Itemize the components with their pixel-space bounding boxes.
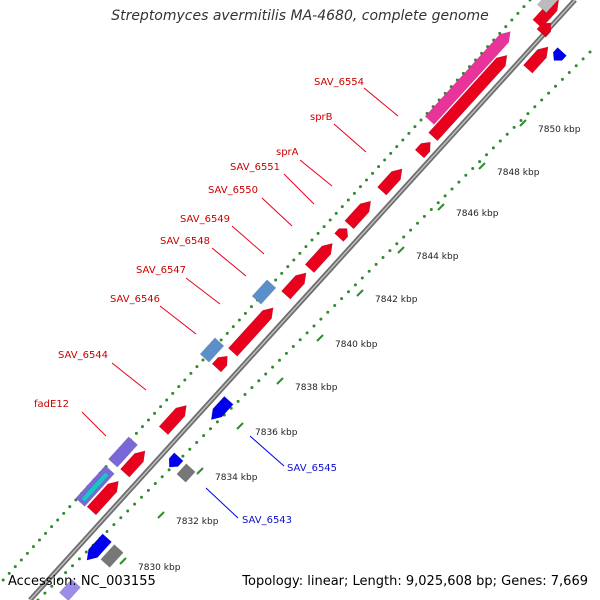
gene-label-text: SAV_6545 (287, 463, 337, 474)
gene-reverse-02[interactable] (207, 395, 234, 423)
tick-4: 7838 kbp (276, 377, 338, 393)
gene-forward-09[interactable] (281, 269, 310, 300)
gene-label-text: SAV_6551 (230, 162, 280, 173)
tick-8: 7846 kbp (437, 203, 499, 219)
gene-label-SAV_6548[interactable]: SAV_6548 (160, 236, 247, 277)
gene-label-text: sprA (276, 147, 299, 158)
gene-label-SAV_6546[interactable]: SAV_6546 (110, 294, 197, 335)
gene-forward-10[interactable] (227, 304, 277, 357)
gene-purple-01[interactable] (108, 436, 138, 468)
tick-0: 7830 kbp (119, 557, 181, 573)
gene-forward-11[interactable] (211, 352, 232, 373)
gene-label-SAV_6550[interactable]: SAV_6550 (208, 185, 293, 227)
tick-7: 7844 kbp (397, 246, 459, 262)
gene-forward-02[interactable] (523, 43, 552, 74)
gene-label-text: fadE12 (34, 399, 69, 410)
tick-10: 7850 kbp (519, 119, 581, 135)
gene-pink-01[interactable] (424, 28, 515, 125)
gene-gray-02[interactable] (100, 544, 124, 568)
gene-forward-03[interactable] (428, 51, 512, 142)
tick-label: 7838 kbp (295, 383, 338, 393)
tick-9: 7848 kbp (478, 162, 540, 178)
gene-forward-12[interactable] (158, 401, 191, 436)
tick-label: 7832 kbp (176, 517, 219, 527)
gene-label-text: SAV_6547 (136, 265, 186, 276)
chromosome-backbone-highlight (29, 0, 576, 600)
gene-forward-15[interactable] (536, 19, 555, 38)
gene-label-SAV_6543[interactable]: SAV_6543 (205, 487, 292, 526)
accession-text: Accession: NC_003155 (8, 574, 156, 589)
gene-forward-07[interactable] (334, 225, 352, 242)
gene-label-sprA[interactable]: sprA (276, 147, 333, 187)
gene-cyan-01[interactable] (80, 471, 110, 503)
tick-label: 7836 kbp (255, 428, 298, 438)
gene-forward-14[interactable] (86, 477, 123, 516)
tick-label: 7842 kbp (375, 295, 418, 305)
gene-gray-top[interactable] (537, 0, 559, 14)
tick-label: 7850 kbp (538, 125, 581, 135)
gene-label-SAV_6547[interactable]: SAV_6547 (136, 265, 221, 305)
gene-reverse-04[interactable] (82, 533, 112, 564)
gene-blue-02[interactable] (199, 337, 225, 363)
gene-purple-03[interactable] (59, 578, 81, 600)
gene-reverse-01[interactable] (550, 47, 567, 65)
gene-label-fadE12[interactable]: fadE12 (34, 399, 107, 437)
genome-title: Streptomyces avermitilis MA-4680, comple… (111, 8, 489, 24)
gene-label-text: SAV_6543 (242, 515, 292, 526)
gene-label-text: SAV_6549 (180, 214, 230, 225)
gene-label-text: SAV_6546 (110, 294, 160, 305)
gene-forward-13[interactable] (120, 447, 149, 478)
gene-label-SAV_6549[interactable]: SAV_6549 (180, 214, 265, 255)
tick-3: 7836 kbp (236, 422, 298, 438)
gene-label-SAV_6554[interactable]: SAV_6554 (314, 77, 399, 117)
tick-label: 7830 kbp (138, 563, 181, 573)
tick-6: 7842 kbp (356, 289, 418, 305)
genome-summary: Topology: linear; Length: 9,025,608 bp; … (242, 574, 588, 589)
gene-reverse-03[interactable] (165, 452, 184, 471)
gc-track-inner (36, 50, 592, 600)
tick-label: 7834 kbp (215, 473, 258, 483)
gene-blue-01[interactable] (251, 279, 277, 305)
tick-2: 7834 kbp (196, 467, 258, 483)
gene-label-text: SAV_6548 (160, 236, 210, 247)
tick-label: 7840 kbp (335, 340, 378, 350)
tick-1: 7832 kbp (157, 511, 219, 527)
gene-label-text: sprB (310, 112, 333, 123)
tick-label: 7848 kbp (497, 168, 540, 178)
gene-gray-01[interactable] (176, 463, 196, 483)
gene-label-text: SAV_6544 (58, 350, 108, 361)
gene-label-SAV_6545[interactable]: SAV_6545 (249, 435, 337, 474)
gene-label-sprB[interactable]: sprB (310, 112, 367, 153)
gene-label-text: SAV_6554 (314, 77, 364, 88)
gene-forward-04[interactable] (414, 138, 435, 159)
tick-5: 7840 kbp (316, 334, 378, 350)
gene-forward-08[interactable] (304, 239, 337, 274)
tick-label: 7846 kbp (456, 209, 499, 219)
gene-label-text: SAV_6550 (208, 185, 258, 196)
gene-forward-05[interactable] (377, 165, 406, 196)
tick-label: 7844 kbp (416, 252, 459, 262)
gene-label-SAV_6551[interactable]: SAV_6551 (230, 162, 315, 205)
gene-label-SAV_6544[interactable]: SAV_6544 (58, 350, 147, 391)
gene-forward-06[interactable] (344, 197, 375, 230)
